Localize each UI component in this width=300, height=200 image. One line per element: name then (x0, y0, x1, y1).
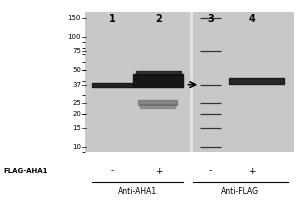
Text: 2: 2 (155, 14, 162, 24)
Text: 25: 25 (72, 100, 81, 106)
Text: +: + (155, 166, 162, 176)
Text: 1: 1 (109, 14, 116, 24)
Text: 10: 10 (72, 144, 81, 150)
Text: Anti-AHA1: Anti-AHA1 (118, 188, 157, 196)
Text: +: + (248, 166, 256, 176)
Text: 3: 3 (207, 14, 214, 24)
Text: 50: 50 (72, 67, 81, 73)
Text: 150: 150 (68, 15, 81, 21)
Text: 15: 15 (72, 125, 81, 131)
Text: 100: 100 (68, 34, 81, 40)
Text: -: - (111, 166, 114, 176)
Text: 75: 75 (72, 48, 81, 54)
Text: FLAG-AHA1: FLAG-AHA1 (3, 168, 47, 174)
Text: 37: 37 (72, 82, 81, 88)
Text: 4: 4 (249, 14, 256, 24)
Text: Anti-FLAG: Anti-FLAG (221, 188, 259, 196)
Text: 20: 20 (72, 111, 81, 117)
Text: -: - (209, 166, 212, 176)
